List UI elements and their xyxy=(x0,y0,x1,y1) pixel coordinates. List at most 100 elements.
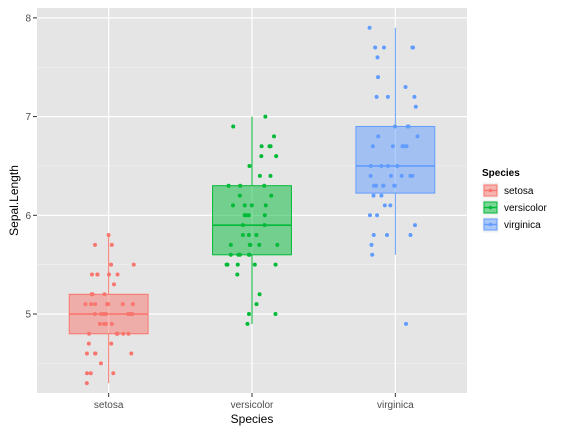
point-setosa xyxy=(97,321,102,326)
x-axis-title: Species xyxy=(231,412,274,426)
point-setosa xyxy=(93,351,98,356)
point-virginica xyxy=(370,144,375,149)
point-virginica xyxy=(382,203,387,208)
legend-key-setosa xyxy=(481,181,500,200)
point-setosa xyxy=(120,302,125,307)
point-setosa xyxy=(86,341,91,346)
point-setosa xyxy=(115,331,120,336)
point-versicolor xyxy=(274,154,279,159)
point-versicolor xyxy=(235,262,240,267)
point-setosa xyxy=(109,262,114,267)
y-tick-label: 7 xyxy=(25,112,31,123)
legend-label-setosa: setosa xyxy=(504,186,534,197)
point-virginica xyxy=(393,124,398,129)
point-versicolor xyxy=(224,262,229,267)
point-virginica xyxy=(384,233,389,238)
y-tick-label: 6 xyxy=(25,211,31,222)
point-versicolor xyxy=(275,242,280,247)
point-setosa xyxy=(83,302,88,307)
point-versicolor xyxy=(248,242,253,247)
point-versicolor xyxy=(247,252,252,257)
point-versicolor xyxy=(257,242,262,247)
point-versicolor xyxy=(268,144,273,149)
point-setosa xyxy=(92,242,97,247)
point-virginica xyxy=(371,233,376,238)
point-setosa xyxy=(84,381,89,386)
point-virginica xyxy=(373,45,378,50)
point-versicolor xyxy=(242,203,247,208)
point-setosa xyxy=(131,262,136,267)
point-virginica xyxy=(404,321,409,326)
point-versicolor xyxy=(245,321,250,326)
point-virginica xyxy=(411,45,416,50)
box-setosa xyxy=(68,235,149,384)
point-versicolor xyxy=(246,312,251,317)
point-virginica xyxy=(379,163,384,168)
point-versicolor xyxy=(262,213,267,218)
point-setosa xyxy=(95,272,100,277)
point-setosa xyxy=(121,331,126,336)
point-versicolor xyxy=(252,262,257,267)
point-versicolor xyxy=(231,203,236,208)
point-virginica xyxy=(412,223,417,228)
point-setosa xyxy=(84,351,89,356)
point-versicolor xyxy=(262,183,267,188)
box-body xyxy=(355,125,436,194)
point-setosa xyxy=(98,361,103,366)
point-virginica xyxy=(395,163,400,168)
points-layer xyxy=(83,25,420,386)
point-versicolor xyxy=(273,312,278,317)
point-versicolor xyxy=(263,203,268,208)
y-axis-ticks: 5 6 7 8 xyxy=(25,13,37,321)
point-versicolor xyxy=(268,173,273,178)
point-setosa xyxy=(109,242,114,247)
point-virginica xyxy=(412,94,417,99)
point-versicolor xyxy=(235,272,240,277)
point-virginica xyxy=(408,173,413,178)
point-versicolor xyxy=(228,252,233,257)
point-virginica xyxy=(368,163,373,168)
point-setosa xyxy=(126,331,131,336)
point-versicolor xyxy=(244,213,249,218)
point-versicolor xyxy=(263,114,268,119)
point-virginica xyxy=(381,183,386,188)
point-virginica xyxy=(376,75,381,80)
point-setosa xyxy=(130,302,135,307)
legend-label-versicolor: versicolor xyxy=(504,203,547,214)
point-setosa xyxy=(89,302,94,307)
point-virginica xyxy=(371,183,376,188)
point-setosa xyxy=(111,371,116,376)
point-virginica xyxy=(413,104,418,109)
point-virginica xyxy=(403,84,408,89)
legend-key-virginica xyxy=(481,215,500,234)
point-setosa xyxy=(103,321,108,326)
point-setosa xyxy=(101,312,106,317)
point-virginica xyxy=(404,144,409,149)
point-versicolor xyxy=(247,163,252,168)
point-setosa xyxy=(84,371,89,376)
point-virginica xyxy=(367,213,372,218)
point-versicolor xyxy=(238,183,243,188)
point-setosa xyxy=(89,292,94,297)
point-virginica xyxy=(369,242,374,247)
point-virginica xyxy=(367,25,372,30)
y-tick-label: 8 xyxy=(25,13,31,24)
point-versicolor xyxy=(231,124,236,129)
point-virginica xyxy=(368,173,373,178)
point-versicolor xyxy=(269,193,274,198)
point-versicolor xyxy=(246,233,251,238)
x-tick-label: setosa xyxy=(94,400,124,411)
point-virginica xyxy=(374,94,379,99)
point-virginica xyxy=(379,193,384,198)
legend: Species setosa versicolor virginica xyxy=(481,168,547,234)
point-setosa xyxy=(88,371,93,376)
point-setosa xyxy=(109,341,114,346)
y-axis-title: Sepal.Length xyxy=(7,165,21,236)
point-setosa xyxy=(109,321,114,326)
point-versicolor xyxy=(272,134,277,139)
point-virginica xyxy=(400,144,405,149)
point-virginica xyxy=(375,55,380,60)
legend-key-versicolor xyxy=(481,198,500,217)
point-setosa xyxy=(105,302,110,307)
